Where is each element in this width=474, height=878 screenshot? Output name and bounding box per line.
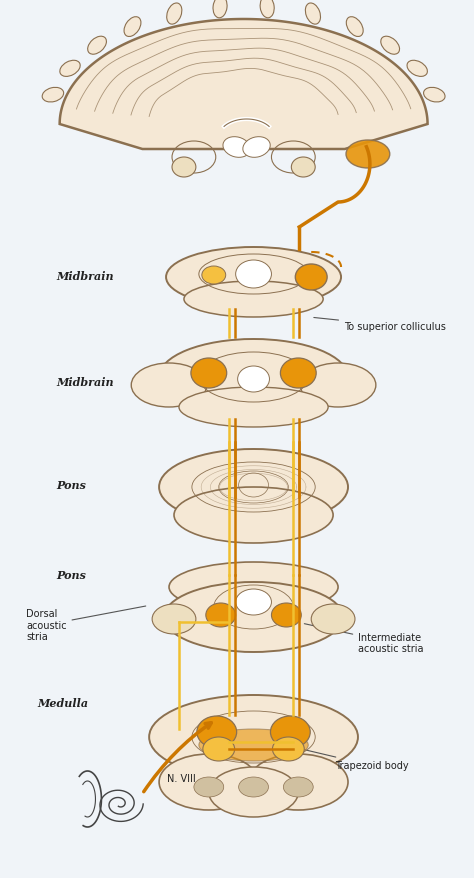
Ellipse shape [346,140,390,169]
Ellipse shape [159,754,258,810]
Ellipse shape [172,158,196,178]
Ellipse shape [194,777,224,797]
Ellipse shape [159,450,348,525]
Ellipse shape [295,264,327,291]
Ellipse shape [159,340,348,415]
Ellipse shape [424,89,445,103]
Ellipse shape [202,267,226,284]
Ellipse shape [292,158,315,178]
Ellipse shape [206,603,236,627]
Ellipse shape [203,738,235,761]
Ellipse shape [381,37,400,55]
Ellipse shape [42,89,64,103]
Text: Midbrain: Midbrain [56,377,114,387]
Ellipse shape [152,604,196,634]
Ellipse shape [209,767,298,817]
Text: Pons: Pons [56,570,86,580]
Text: Trapezoid body: Trapezoid body [300,749,408,771]
Ellipse shape [271,716,310,748]
Ellipse shape [191,358,227,389]
Ellipse shape [184,282,323,318]
Ellipse shape [149,695,358,779]
Text: Medulla: Medulla [38,697,89,708]
Ellipse shape [199,729,308,761]
Ellipse shape [281,358,316,389]
Ellipse shape [174,487,333,543]
Ellipse shape [223,138,250,158]
Ellipse shape [88,37,107,55]
Text: Dorsal
acoustic
stria: Dorsal acoustic stria [26,607,146,642]
Ellipse shape [237,367,269,392]
Ellipse shape [236,261,272,289]
Ellipse shape [169,563,338,612]
Ellipse shape [167,4,182,25]
Ellipse shape [272,603,301,627]
Text: Intermediate
acoustic stria: Intermediate acoustic stria [304,624,424,653]
Text: Pons: Pons [56,479,86,490]
Ellipse shape [248,754,348,810]
Ellipse shape [236,589,272,615]
Ellipse shape [283,777,313,797]
Ellipse shape [60,61,80,77]
Text: N. VIII: N. VIII [167,773,196,782]
Ellipse shape [407,61,428,77]
Ellipse shape [273,738,304,761]
Ellipse shape [238,777,268,797]
Ellipse shape [131,363,207,407]
Ellipse shape [124,18,141,38]
Ellipse shape [164,582,343,652]
Text: Midbrain: Midbrain [56,271,114,282]
Ellipse shape [311,604,355,634]
Ellipse shape [346,18,363,38]
Text: To superior colliculus: To superior colliculus [314,318,446,332]
Ellipse shape [179,387,328,428]
Ellipse shape [197,716,237,748]
Ellipse shape [166,248,341,307]
Ellipse shape [305,4,320,25]
Ellipse shape [301,363,376,407]
Ellipse shape [213,0,227,18]
Ellipse shape [260,0,274,18]
Polygon shape [60,20,428,150]
Ellipse shape [243,138,270,158]
